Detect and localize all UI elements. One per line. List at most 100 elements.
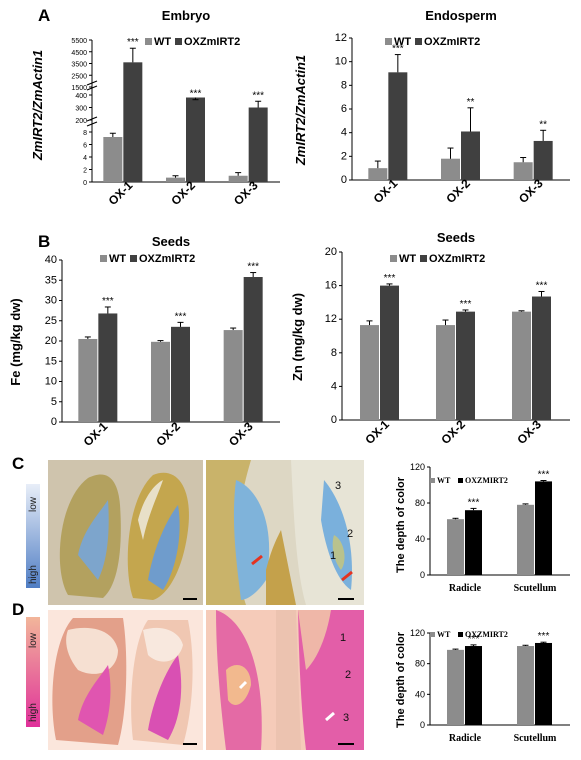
seed-photo-pink-whole bbox=[48, 610, 203, 750]
y-tick-label: 5 bbox=[51, 396, 57, 408]
legend-label-wt: WT bbox=[394, 36, 411, 48]
y-tick-label: 15 bbox=[45, 355, 57, 367]
x-tick-label: Radicle bbox=[449, 583, 482, 594]
panel-letter-d: D bbox=[12, 600, 25, 619]
y-tick-label: 4 bbox=[331, 380, 337, 392]
bar-ox bbox=[456, 311, 475, 420]
scale-bar-c1 bbox=[183, 598, 197, 600]
x-tick-label: OX-3 bbox=[231, 178, 261, 208]
bar-ox bbox=[535, 642, 552, 725]
seed-photo-pink-zoom bbox=[206, 610, 364, 750]
bar-wt bbox=[441, 158, 460, 180]
scale-bar-c2 bbox=[338, 598, 354, 600]
y-tick-label: 2 bbox=[341, 150, 347, 162]
y-tick-label: 0 bbox=[51, 416, 57, 428]
y-tick-label: 120 bbox=[410, 462, 425, 472]
color-d-chart: 0 40 80 120 The depth of color *** Radicle *** S… bbox=[390, 605, 581, 755]
legend-swatch-wt bbox=[430, 478, 435, 483]
y-tick-label: 400 bbox=[75, 93, 87, 100]
y-axis-label: ZmIRT2/ZmActin1 bbox=[293, 55, 308, 166]
y-tick-label: 120 bbox=[410, 628, 425, 638]
legend-label-ox: OXZmIRT2 bbox=[184, 36, 240, 48]
bar-wt bbox=[166, 177, 185, 182]
legend-swatch-ox bbox=[175, 38, 182, 45]
y-axis-label: Fe (mg/kg dw) bbox=[8, 298, 23, 385]
seed-photo-blue-zoom bbox=[206, 460, 364, 605]
legend-swatch-ox bbox=[130, 255, 137, 262]
y-tick-label: 10 bbox=[45, 376, 57, 388]
bar-ox bbox=[461, 131, 480, 180]
y-tick-label: 35 bbox=[45, 274, 57, 286]
bar-wt bbox=[517, 646, 534, 725]
bar-wt bbox=[447, 519, 464, 575]
y-tick-label: 4 bbox=[83, 155, 87, 162]
bar-ox bbox=[465, 646, 482, 725]
y-tick-label: 6 bbox=[83, 143, 87, 150]
bar-ox bbox=[171, 326, 190, 422]
x-tick-label: OX-3 bbox=[514, 417, 544, 447]
zn-chart: Seeds 0 4 8 12 16 20 Zn (mg/kg dw) *** OX-1 *** OX-… bbox=[290, 230, 581, 450]
bar-ox bbox=[123, 62, 143, 183]
y-tick-label: 20 bbox=[325, 246, 337, 258]
bar-ox bbox=[248, 107, 268, 182]
legend-high-label-d: high bbox=[28, 703, 39, 722]
seed-photo-blue-whole-image bbox=[48, 460, 203, 605]
legend-label-ox: OXZmIRT2 bbox=[429, 253, 485, 265]
legend-swatch-ox bbox=[458, 478, 463, 483]
significance-label: *** bbox=[460, 299, 472, 310]
color-c-chart: 0 40 80 120 The depth of color *** Radicle *** S… bbox=[390, 455, 581, 605]
legend-label-wt: WT bbox=[437, 630, 451, 639]
region-label-d3: 3 bbox=[343, 712, 350, 724]
x-tick-label: OX-2 bbox=[153, 419, 183, 449]
bar-wt bbox=[78, 338, 98, 422]
significance-label: *** bbox=[468, 497, 480, 508]
y-tick-label: 0 bbox=[420, 720, 425, 730]
seed-photo-pink-whole-image bbox=[48, 610, 203, 750]
legend-label-ox: OXZmIRT2 bbox=[424, 36, 480, 48]
bar-wt bbox=[368, 168, 388, 180]
legend-label-ox: OXZmIRT2 bbox=[139, 253, 195, 265]
y-tick-label: 8 bbox=[331, 347, 337, 359]
x-tick-label: Scutellum bbox=[514, 583, 557, 594]
bar-ox bbox=[533, 140, 553, 180]
x-tick-label: OX-1 bbox=[106, 178, 136, 208]
panel-letter-a: A bbox=[38, 6, 51, 25]
significance-label: *** bbox=[247, 262, 259, 273]
seed-photo-blue-zoom-image bbox=[206, 460, 364, 605]
legend-label-wt: WT bbox=[154, 36, 171, 48]
legend-label-ox: OXZMIRT2 bbox=[465, 476, 508, 485]
panel-letter-b: B bbox=[38, 232, 51, 251]
significance-label: *** bbox=[538, 470, 550, 481]
bar-ox bbox=[380, 285, 399, 420]
bar-wt bbox=[223, 330, 243, 422]
axis-break-mark bbox=[86, 116, 98, 122]
pink-intensity-legend bbox=[26, 617, 40, 727]
y-tick-label: 40 bbox=[45, 254, 57, 266]
x-tick-label: OX-1 bbox=[371, 176, 401, 206]
x-tick-label: OX-3 bbox=[516, 176, 546, 206]
chart-title: Seeds bbox=[437, 230, 475, 245]
y-tick-label: 0 bbox=[420, 570, 425, 580]
significance-label: *** bbox=[536, 280, 548, 291]
bar-wt bbox=[447, 649, 464, 725]
y-tick-label: 4500 bbox=[71, 50, 87, 57]
bar-wt bbox=[512, 311, 531, 420]
y-tick-label: 20 bbox=[45, 335, 57, 347]
significance-label: *** bbox=[538, 631, 550, 642]
bar-wt bbox=[360, 325, 379, 420]
axis-break-mark bbox=[86, 121, 98, 127]
x-tick-label: OX-2 bbox=[443, 176, 473, 206]
y-tick-label: 40 bbox=[415, 534, 425, 544]
region-label-c1: 1 bbox=[330, 550, 337, 562]
y-tick-label: 6 bbox=[341, 103, 347, 115]
significance-label: *** bbox=[392, 44, 404, 55]
bar-wt bbox=[228, 175, 248, 182]
legend-label-wt: WT bbox=[437, 476, 451, 485]
significance-label: ** bbox=[467, 97, 475, 108]
x-tick-label: Radicle bbox=[449, 733, 482, 744]
legend-swatch-wt bbox=[430, 632, 435, 637]
y-tick-label: 30 bbox=[45, 295, 57, 307]
y-tick-label: 5500 bbox=[71, 38, 87, 45]
significance-label: ** bbox=[539, 119, 547, 130]
bar-wt bbox=[436, 325, 455, 420]
